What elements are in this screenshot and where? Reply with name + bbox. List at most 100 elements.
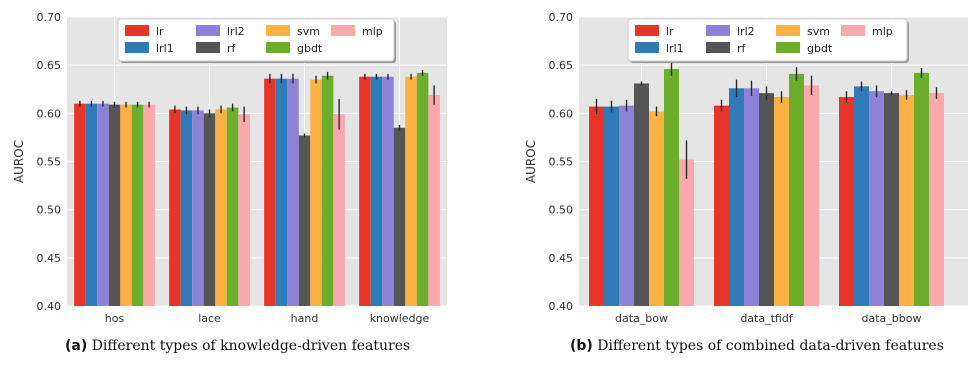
bar-rf-data_tfidf [759,93,774,306]
legend-swatch-lr [125,25,149,36]
bar-mlp-lace [238,114,250,306]
x-tick-label: hand [291,312,319,325]
y-tick-label: 0.40 [549,300,574,313]
legend-label-rf: rf [227,42,237,55]
legend-box [627,18,908,62]
caption-a-text: Different types of knowledge-driven feat… [91,338,411,354]
caption-b-letter: (b) [570,338,593,354]
bar-gbdt-hand [321,75,334,306]
y-tick-label: 0.45 [549,252,574,265]
bar-gbdt-data_bbow [914,72,929,307]
bar-lr-hand [264,78,276,307]
bar-svm-data_bbow [899,95,914,306]
y-tick-label: 0.55 [549,156,574,169]
bar-svm-hand [310,79,322,307]
legend: lr lrl1 lrl2 rf svm gbdt mlp [117,18,396,63]
bar-rf-lace [203,113,216,306]
legend-swatch-mlp [841,25,865,36]
bar-gbdt-knowledge [416,72,429,307]
y-tick-label: 0.50 [37,204,62,217]
y-tick-label: 0.55 [37,156,62,169]
bar-lrl2-hand [287,78,299,307]
chart-panel-b: 0.40 0.45 0.50 0.55 0.60 0.65 0.70 data_bow data… [524,11,968,325]
legend-label-lrl1: lrl1 [666,42,684,55]
y-tick-label: 0.65 [37,59,62,72]
legend-swatch-rf [706,42,730,53]
legend-swatch-rf [196,42,220,53]
bar-lrl2-data_bbow [869,91,884,307]
legend-label-lr: lr [156,25,164,38]
legend-swatch-lrl2 [706,25,730,36]
x-tick-label: data_tfidf [740,312,794,325]
legend-swatch-svm [266,25,290,36]
bar-lrl1-knowledge [370,76,383,306]
caption-b-text: Different types of combined data-driven … [597,338,944,354]
y-tick-label: 0.50 [549,204,574,217]
caption-a-letter: (a) [65,338,88,354]
legend-swatch-lrl1 [635,42,659,53]
bar-lrl2-data_tfidf [744,88,759,306]
bar-svm-hos [120,104,132,306]
legend-label-lrl2: lrl2 [737,25,755,38]
legend-swatch-gbdt [266,42,290,53]
bar-lrl1-hos [85,103,98,306]
y-tick-label: 0.70 [549,11,574,24]
bar-rf-knowledge [393,127,406,306]
bar-rf-data_bbow [884,93,899,306]
legend-label-lrl2: lrl2 [227,25,245,38]
legend-swatch-gbdt [776,42,800,53]
bar-gbdt-data_tfidf [789,73,804,306]
legend-label-gbdt: gbdt [297,42,323,55]
legend-swatch-lrl2 [196,25,220,36]
bar-mlp-data_bow [679,159,694,306]
legend-swatch-svm [776,25,800,36]
legend-label-mlp: mlp [362,25,383,38]
bar-mlp-hand [333,114,345,306]
legend-label-lr: lr [666,25,674,38]
y-tick-label: 0.65 [549,59,574,72]
legend-label-svm: svm [297,25,320,38]
bar-lrl1-lace [180,110,193,306]
legend-swatch-lr [635,25,659,36]
bar-lrl2-data_bow [619,105,634,306]
x-tick-label: lace [198,312,221,325]
y-tick-label: 0.60 [549,107,574,120]
bar-svm-knowledge [405,76,417,306]
legend-label-gbdt: gbdt [807,42,833,55]
bar-lrl2-hos [97,103,109,306]
bar-lrl1-data_bow [604,106,619,306]
legend-label-mlp: mlp [872,25,893,38]
y-axis-label: AUROC [524,140,538,183]
legend-label-svm: svm [807,25,830,38]
y-tick-label: 0.45 [37,252,62,265]
bar-svm-data_tfidf [774,96,789,307]
bar-mlp-data_bbow [929,93,944,306]
bar-lrl1-data_tfidf [729,88,744,306]
bar-lr-data_bbow [839,96,854,307]
y-tick-label: 0.70 [37,11,62,24]
bar-lrl1-data_bbow [854,86,869,306]
legend-swatch-mlp [331,25,355,36]
bar-lrl2-lace [192,110,204,306]
y-tick-label: 0.60 [37,107,62,120]
bar-gbdt-hos [131,104,144,306]
x-tick-label: data_bbow [862,312,922,325]
bar-gbdt-lace [226,107,239,306]
bar-lrl2-knowledge [382,76,394,306]
bar-mlp-hos [143,104,155,306]
bar-mlp-knowledge [428,95,440,306]
bar-svm-data_bow [649,111,664,306]
bar-mlp-data_tfidf [804,85,819,307]
bar-lr-hos [74,103,86,306]
legend-box [117,18,395,62]
bar-svm-lace [215,109,227,306]
bar-rf-hos [108,104,121,306]
caption-b: (b) Different types of combined data-dri… [570,338,944,354]
bar-lrl1-hand [275,78,288,307]
x-tick-label: hos [105,312,125,325]
x-tick-label: data_bow [615,312,668,325]
bar-gbdt-data_bow [664,69,679,307]
bar-lr-lace [169,109,181,306]
y-tick-label: 0.40 [37,300,62,313]
